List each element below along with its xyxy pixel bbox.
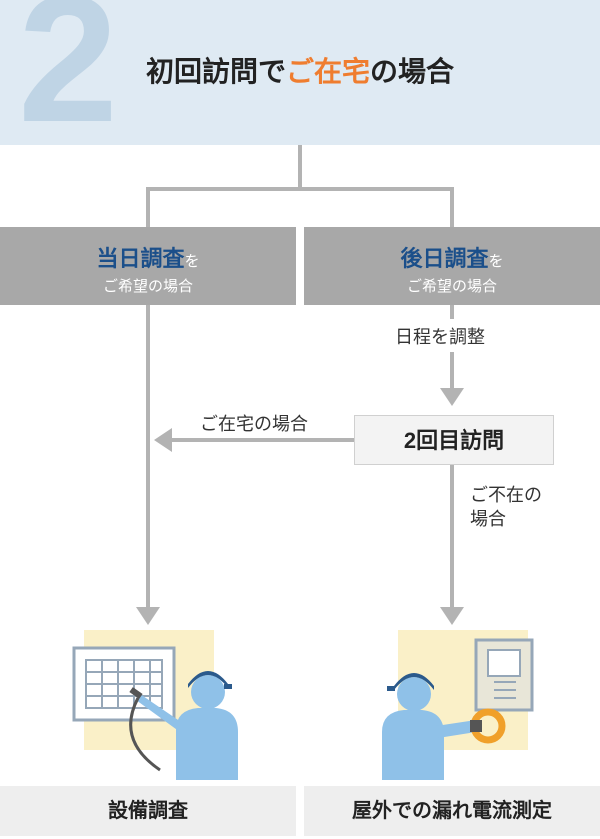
label-if-absent-l1: ご不在の xyxy=(470,485,542,505)
option-sub: ご希望の場合 xyxy=(0,275,296,296)
title-post: の場合 xyxy=(370,56,454,87)
label-schedule: 日程を調整 xyxy=(395,323,485,349)
option-main: 当日調査 xyxy=(96,246,184,271)
header-panel: 2 初回訪問でご在宅の場合 xyxy=(0,0,600,145)
option-main: 後日調査 xyxy=(400,246,488,271)
line-right-above-schedule xyxy=(450,305,454,319)
connector-hbar xyxy=(146,187,454,191)
label-if-home: ご在宅の場合 xyxy=(200,410,308,436)
visit2-box: 2回目訪問 xyxy=(354,415,554,465)
arrow-if-absent-line xyxy=(450,465,454,609)
label-if-absent: ご不在の 場合 xyxy=(470,483,542,532)
arrow-if-home-line xyxy=(170,438,354,442)
illustration-outdoor-leak-measurement xyxy=(358,620,558,780)
option-same-day: 当日調査を ご希望の場合 xyxy=(0,227,296,305)
option-sub: ご希望の場合 xyxy=(304,275,600,296)
title-accent: ご在宅 xyxy=(286,56,370,87)
connector-drop-right xyxy=(450,187,454,227)
arrow-if-home-head xyxy=(154,428,172,452)
title-pre: 初回訪問で xyxy=(146,56,286,87)
option-suffix: を xyxy=(489,253,504,270)
arrow-left-down-line xyxy=(146,305,150,611)
option-line1: 当日調査を xyxy=(0,241,296,273)
header-title: 初回訪問でご在宅の場合 xyxy=(0,50,600,90)
result-outdoor-measurement: 屋外での漏れ電流測定 xyxy=(304,786,600,836)
illustration-equipment-inspection xyxy=(56,620,256,780)
option-suffix: を xyxy=(185,253,200,270)
label-if-absent-l2: 場合 xyxy=(470,509,506,529)
option-later-day: 後日調査を ご希望の場合 xyxy=(304,227,600,305)
connector-stem xyxy=(298,145,302,187)
result-equipment-inspection: 設備調査 xyxy=(0,786,296,836)
connector-drop-left xyxy=(146,187,150,227)
option-line1: 後日調査を xyxy=(304,241,600,273)
arrow-to-visit2-line xyxy=(450,352,454,390)
arrow-to-visit2-head xyxy=(440,388,464,406)
